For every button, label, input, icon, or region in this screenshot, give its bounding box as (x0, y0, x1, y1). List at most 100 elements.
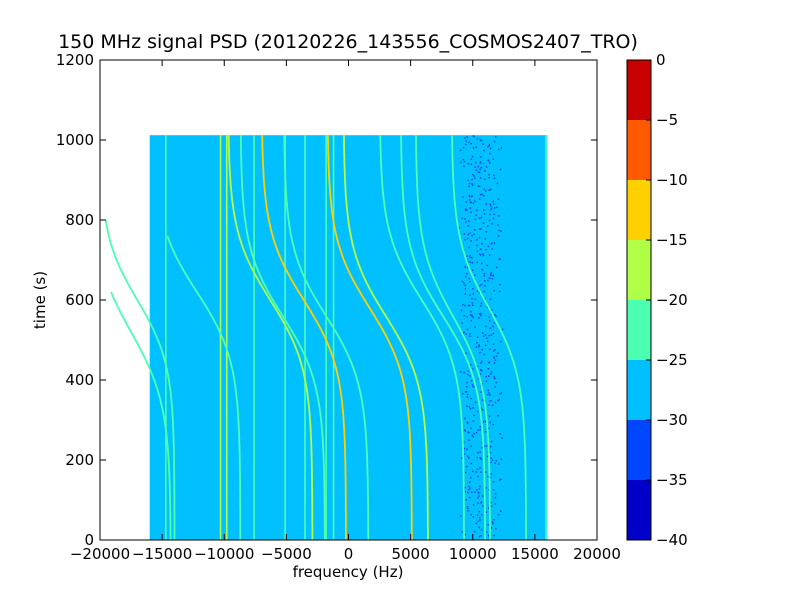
noise-cell (466, 386, 468, 388)
noise-cell (476, 239, 478, 241)
noise-cell (476, 410, 479, 413)
noise-cell (470, 476, 472, 479)
noise-cell (468, 194, 470, 197)
noise-cell (498, 290, 501, 293)
noise-cell (464, 275, 467, 278)
noise-cell (480, 458, 482, 460)
noise-cell (483, 274, 486, 277)
noise-cell (490, 505, 493, 507)
noise-cell (487, 160, 490, 162)
noise-cell (485, 531, 488, 533)
noise-cell (464, 417, 466, 420)
noise-cell (480, 407, 482, 409)
x-axis-ticks: −20000 −15000 −10000 −5000 0 5000 10000 15000 20… (70, 60, 621, 563)
noise-cell (480, 369, 482, 371)
noise-cell (472, 147, 475, 149)
noise-cell (489, 213, 491, 216)
noise-cell (462, 158, 464, 161)
noise-cell (478, 345, 480, 348)
noise-cell (465, 391, 468, 393)
noise-cell (480, 471, 482, 473)
noise-cell (472, 293, 475, 295)
noise-cell (479, 373, 482, 375)
noise-cell (481, 360, 483, 362)
noise-cell (483, 335, 485, 337)
noise-cell (466, 381, 468, 384)
noise-cell (487, 279, 489, 282)
noise-cell (479, 485, 481, 488)
noise-cell (488, 143, 491, 146)
noise-cell (465, 221, 467, 223)
noise-cell (488, 177, 490, 179)
noise-cell (491, 248, 493, 250)
noise-cell (475, 214, 477, 216)
noise-cell (474, 229, 476, 231)
noise-cell (493, 376, 495, 378)
noise-cell (478, 526, 480, 529)
noise-cell (475, 431, 478, 434)
noise-cell (468, 277, 471, 280)
noise-cell (484, 238, 486, 240)
noise-cell (490, 440, 493, 443)
noise-cell (481, 193, 483, 196)
noise-cell (475, 471, 477, 473)
noise-cell (485, 166, 488, 168)
noise-cell (473, 233, 475, 235)
noise-cell (491, 242, 493, 244)
x-tick-label: −20000 (70, 545, 130, 563)
noise-cell (473, 175, 475, 177)
noise-cell (472, 407, 474, 409)
noise-cell (473, 386, 475, 388)
noise-cell (482, 420, 485, 423)
noise-cell (484, 178, 486, 181)
noise-cell (474, 161, 477, 164)
noise-cell (466, 255, 468, 257)
noise-cell (483, 188, 486, 191)
noise-cell (465, 209, 468, 211)
noise-cell (480, 528, 483, 531)
noise-cell (462, 147, 465, 149)
noise-cell (479, 428, 481, 431)
noise-cell (486, 340, 489, 343)
noise-cell (493, 322, 495, 324)
noise-cell (471, 434, 474, 437)
noise-cell (470, 211, 472, 213)
heatmap (104, 135, 548, 540)
noise-cell (467, 431, 469, 433)
noise-cell (494, 349, 496, 351)
noise-cell (490, 271, 493, 274)
doppler-curve (415, 135, 491, 540)
noise-cell (475, 522, 477, 525)
noise-cell (489, 205, 492, 207)
noise-cell (492, 200, 494, 203)
noise-cell (492, 423, 494, 426)
noise-cell (480, 156, 482, 158)
noise-cell (479, 248, 482, 250)
noise-cell (483, 290, 485, 293)
noise-cell (486, 337, 488, 339)
noise-cell (491, 222, 493, 225)
noise-cell (470, 163, 473, 166)
noise-cell (488, 427, 490, 430)
noise-cell (471, 269, 474, 271)
noise-cell (482, 143, 484, 145)
colorbar-band (627, 60, 651, 120)
noise-cell (484, 297, 486, 300)
noise-cell (497, 514, 500, 516)
noise-cell (474, 298, 477, 301)
noise-cell (471, 262, 473, 264)
x-tick-label: 15000 (511, 545, 559, 563)
noise-cell (468, 485, 470, 488)
noise-cell (470, 513, 472, 516)
noise-cell (483, 149, 485, 152)
noise-cell (470, 445, 472, 447)
noise-cell (477, 520, 479, 523)
noise-cell (493, 350, 495, 352)
noise-cell (472, 368, 474, 370)
noise-cell (499, 258, 501, 260)
noise-cell (500, 392, 503, 394)
noise-cell (464, 293, 467, 295)
noise-cell (481, 513, 483, 516)
noise-cell (464, 491, 466, 493)
